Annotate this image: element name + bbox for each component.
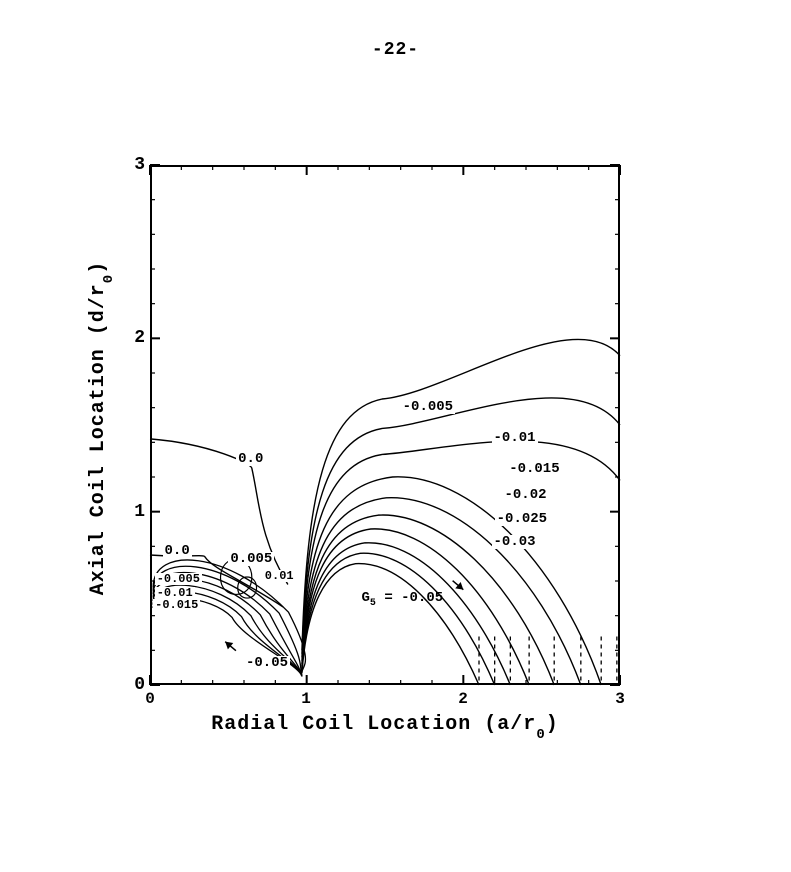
contour-label: 0.005	[228, 552, 274, 566]
xtick-0: 0	[145, 690, 155, 708]
contour-label: 0.01	[263, 570, 296, 582]
contour-label: -0.015	[507, 462, 561, 476]
page: -22- Axial Coil Location (d/r0) Radial C…	[0, 0, 791, 872]
contour-label: -0.05	[244, 656, 290, 670]
ytick-1: 1	[120, 502, 145, 522]
xtick-1: 1	[301, 690, 311, 708]
contour-label: -0.025	[495, 512, 549, 526]
xtick-3: 3	[615, 690, 625, 708]
ytick-2: 2	[120, 328, 145, 348]
contour-label: -0.005	[401, 400, 455, 414]
contour-label: 0.0	[236, 452, 265, 466]
page-number: -22-	[0, 40, 791, 60]
ytick-3: 3	[120, 155, 145, 175]
figure: Axial Coil Location (d/r0) Radial Coil L…	[100, 155, 660, 765]
contour-label: -0.005	[155, 573, 202, 585]
equation-label: G5 = -0.05	[362, 590, 444, 609]
y-axis-label: Axial Coil Location (d/r0)	[87, 168, 113, 688]
contour-label: -0.01	[492, 431, 538, 445]
contour-label: -0.03	[492, 535, 538, 549]
contour-label: 0.0	[163, 544, 192, 558]
x-axis-label: Radial Coil Location (a/r0)	[150, 713, 620, 739]
ytick-0: 0	[120, 675, 145, 695]
xtick-2: 2	[458, 690, 468, 708]
contour-label: -0.015	[153, 599, 200, 611]
contour-label: -0.02	[503, 488, 549, 502]
